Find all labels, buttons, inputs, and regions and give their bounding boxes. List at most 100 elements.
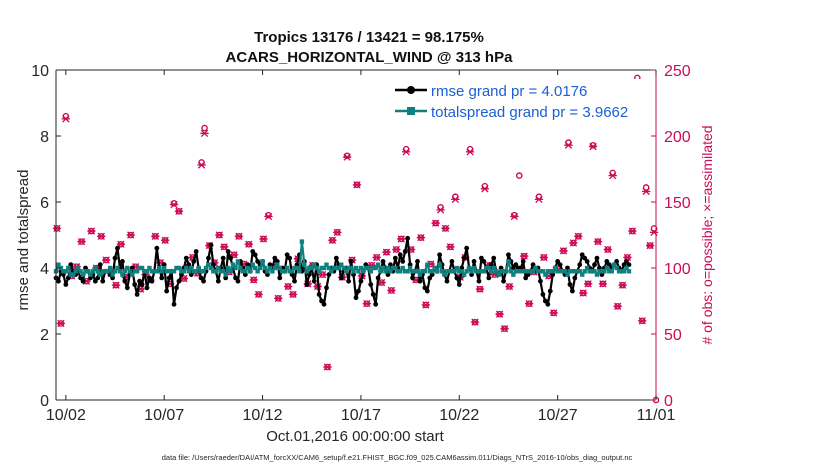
spread-series-marker <box>491 265 496 271</box>
obs-assimilated-marker <box>220 243 229 251</box>
rmse-series-marker <box>572 275 578 281</box>
spread-series-marker <box>592 269 597 274</box>
rmse-series-marker <box>115 245 120 251</box>
obs-possible-marker <box>343 152 351 160</box>
spread-series-marker <box>469 269 474 274</box>
spread-series-marker <box>511 272 516 277</box>
spread-series-marker <box>570 269 575 274</box>
spread-series-marker <box>110 272 115 277</box>
spread-series-marker <box>223 272 228 277</box>
spread-series-marker <box>262 265 268 271</box>
obs-assimilated-marker <box>465 148 475 156</box>
rmse-series-marker <box>176 278 182 284</box>
spread-series-marker <box>250 262 255 267</box>
rmse-series-marker <box>159 275 165 281</box>
rmse-series-marker <box>287 255 293 261</box>
spread-series-marker <box>619 269 624 274</box>
spread-series-marker <box>211 269 216 274</box>
spread-series-marker <box>265 269 270 274</box>
obs-assimilated-marker <box>52 224 62 233</box>
spread-series-marker <box>252 265 258 271</box>
obs-assimilated-marker <box>475 285 485 293</box>
x-tick-label: 10/17 <box>341 407 381 424</box>
spread-series-marker <box>383 269 388 274</box>
obs-assimilated-marker <box>197 161 206 169</box>
spread-series-marker <box>611 262 617 267</box>
rmse-series-marker <box>225 249 231 254</box>
rmse-series-marker <box>316 292 322 297</box>
spread-series-marker <box>486 265 491 271</box>
spread-series-marker <box>604 265 610 271</box>
obs-assimilated-marker <box>200 129 209 138</box>
rmse-series-marker <box>220 255 226 261</box>
rmse-series-marker <box>191 259 197 264</box>
spread-series-marker <box>248 269 253 274</box>
obs-assimilated-marker <box>598 280 608 288</box>
obs-assimilated-marker <box>539 253 549 262</box>
rmse-series-marker <box>471 259 477 264</box>
obs-assimilated-marker <box>372 253 381 262</box>
spread-series-marker <box>341 265 346 271</box>
obs-assimilated-marker <box>102 256 111 264</box>
rmse-series-marker <box>476 278 482 284</box>
obs-assimilated-marker <box>618 281 627 289</box>
spread-series-marker <box>206 262 211 267</box>
spread-series-marker <box>545 269 551 274</box>
spread-series-marker <box>393 265 398 271</box>
rmse-series-marker <box>132 282 138 287</box>
spread-series-marker <box>98 272 103 277</box>
spread-series-marker <box>513 269 519 274</box>
rmse-series-marker <box>166 275 172 281</box>
rmse-series-marker <box>284 252 290 258</box>
rmse-series-marker <box>311 278 317 284</box>
rmse-series-marker <box>542 298 548 304</box>
spread-series-marker <box>405 269 410 274</box>
spread-series-marker <box>304 269 310 274</box>
obs-assimilated-marker <box>500 325 509 333</box>
spread-series-marker <box>575 269 580 274</box>
spread-series-marker <box>533 265 538 271</box>
rmse-series-marker <box>375 275 381 281</box>
obs-assimilated-marker <box>638 317 647 325</box>
rmse-series-marker <box>333 255 339 261</box>
spread-series-marker <box>311 262 317 267</box>
spread-series-marker <box>191 269 196 274</box>
spread-series-marker <box>562 269 568 274</box>
spread-series-marker <box>496 272 501 277</box>
spread-series-marker <box>164 269 169 274</box>
obs-assimilated-marker <box>564 141 573 149</box>
spread-series-marker <box>161 265 167 271</box>
spread-series-marker <box>216 265 221 271</box>
rmse-series-marker <box>422 285 428 291</box>
obs-assimilated-marker <box>642 187 651 196</box>
obs-assimilated-marker <box>524 299 534 308</box>
spread-series-marker <box>580 272 585 277</box>
rmse-series-marker <box>410 275 415 281</box>
obs-assimilated-marker <box>61 115 70 123</box>
obs-assimilated-marker <box>559 247 568 255</box>
spread-series-marker <box>282 269 287 274</box>
obs-assimilated-marker <box>583 280 593 288</box>
spread-series-marker <box>624 265 629 271</box>
spread-series-marker <box>66 265 71 271</box>
x-tick-label: 10/02 <box>46 407 86 424</box>
spread-series-marker <box>316 269 322 274</box>
rmse-series-marker <box>277 275 283 281</box>
rmse-series-marker <box>437 252 443 258</box>
spread-series-marker <box>582 269 587 274</box>
spread-series-marker <box>402 269 408 274</box>
spread-series-marker <box>346 265 351 271</box>
spread-series-marker <box>115 265 120 271</box>
spread-series-marker <box>105 269 110 274</box>
rmse-series-marker <box>513 262 519 268</box>
spread-series-marker <box>493 269 499 274</box>
obs-possible-marker <box>589 141 597 149</box>
spread-series-marker <box>538 269 543 274</box>
spread-series-marker <box>267 265 273 271</box>
obs-assimilated-marker <box>249 276 258 284</box>
obs-assimilated-marker <box>436 206 445 214</box>
rmse-series-marker <box>147 275 152 281</box>
spread-series-marker <box>154 269 160 274</box>
spread-series-marker <box>368 269 373 274</box>
y-right-tick-label: 50 <box>664 327 682 344</box>
